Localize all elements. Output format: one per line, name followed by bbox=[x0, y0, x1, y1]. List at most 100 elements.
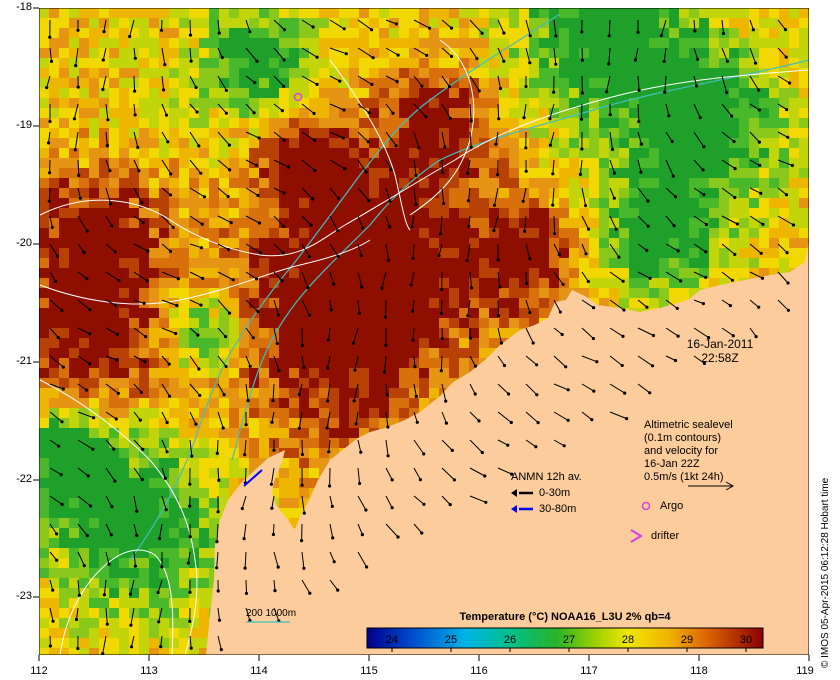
sst-cell bbox=[69, 468, 79, 478]
sst-cell bbox=[689, 88, 699, 98]
sst-cell bbox=[99, 308, 109, 318]
sst-cell bbox=[209, 428, 219, 438]
sst-cell bbox=[349, 118, 359, 128]
sst-cell bbox=[629, 208, 639, 218]
sst-cell bbox=[609, 238, 619, 248]
sst-cell bbox=[199, 478, 209, 488]
sst-cell bbox=[139, 178, 149, 188]
sst-cell bbox=[639, 158, 649, 168]
sst-cell bbox=[749, 48, 759, 58]
sst-cell bbox=[389, 358, 399, 368]
sst-cell bbox=[189, 528, 199, 538]
sst-cell bbox=[179, 288, 189, 298]
sst-cell bbox=[379, 68, 389, 78]
sst-cell bbox=[469, 218, 479, 228]
sst-cell bbox=[39, 238, 49, 248]
sst-cell bbox=[359, 318, 369, 328]
sst-cell bbox=[509, 238, 519, 248]
sst-cell bbox=[339, 28, 349, 38]
sst-cell bbox=[479, 258, 489, 268]
sst-cell bbox=[799, 118, 809, 128]
sst-cell bbox=[189, 488, 199, 498]
sst-cell bbox=[229, 378, 239, 388]
sst-cell bbox=[749, 168, 759, 178]
sst-cell bbox=[249, 98, 259, 108]
sst-cell bbox=[169, 648, 179, 655]
sst-cell bbox=[229, 38, 239, 48]
sst-cell bbox=[269, 88, 279, 98]
sst-cell bbox=[459, 188, 469, 198]
sst-cell bbox=[289, 218, 299, 228]
sst-cell bbox=[279, 178, 289, 188]
sst-cell bbox=[279, 388, 289, 398]
sst-cell bbox=[529, 88, 539, 98]
sst-cell bbox=[289, 28, 299, 38]
sst-cell bbox=[79, 308, 89, 318]
sst-cell bbox=[319, 378, 329, 388]
sst-cell bbox=[469, 178, 479, 188]
sst-cell bbox=[219, 428, 229, 438]
sst-cell bbox=[559, 128, 569, 138]
sst-cell bbox=[269, 68, 279, 78]
sst-cell bbox=[179, 488, 189, 498]
sst-cell bbox=[289, 468, 299, 478]
sst-cell bbox=[439, 268, 449, 278]
sst-cell bbox=[799, 38, 809, 48]
sst-cell bbox=[109, 138, 119, 148]
sst-cell bbox=[689, 268, 699, 278]
sst-cell bbox=[209, 338, 219, 348]
sst-cell bbox=[339, 318, 349, 328]
sst-cell bbox=[49, 88, 59, 98]
sst-cell bbox=[469, 38, 479, 48]
sst-cell bbox=[159, 388, 169, 398]
sst-cell bbox=[799, 178, 809, 188]
sst-cell bbox=[369, 188, 379, 198]
sst-cell bbox=[439, 298, 449, 308]
sst-cell bbox=[339, 208, 349, 218]
sst-cell bbox=[529, 28, 539, 38]
sst-cell bbox=[769, 228, 779, 238]
sst-cell bbox=[99, 428, 109, 438]
sst-cell bbox=[339, 248, 349, 258]
sst-cell bbox=[649, 148, 659, 158]
sst-cell bbox=[189, 498, 199, 508]
sst-cell bbox=[709, 278, 719, 288]
sst-cell bbox=[69, 28, 79, 38]
sst-cell bbox=[649, 28, 659, 38]
sst-cell bbox=[169, 208, 179, 218]
sst-cell bbox=[139, 268, 149, 278]
sst-cell bbox=[89, 358, 99, 368]
sst-cell bbox=[429, 8, 439, 18]
sst-cell bbox=[779, 28, 789, 38]
sst-cell bbox=[189, 168, 199, 178]
sst-cell bbox=[379, 408, 389, 418]
sst-cell bbox=[219, 98, 229, 108]
sst-cell bbox=[699, 38, 709, 48]
sst-cell bbox=[369, 138, 379, 148]
sst-cell bbox=[379, 158, 389, 168]
sst-cell bbox=[189, 38, 199, 48]
sst-cell bbox=[549, 198, 559, 208]
sst-cell bbox=[189, 118, 199, 128]
sst-cell bbox=[109, 288, 119, 298]
sst-cell bbox=[299, 358, 309, 368]
sst-cell bbox=[169, 558, 179, 568]
sst-cell bbox=[39, 428, 49, 438]
sst-cell bbox=[679, 228, 689, 238]
sst-cell bbox=[169, 448, 179, 458]
sst-cell bbox=[609, 178, 619, 188]
sst-cell bbox=[439, 318, 449, 328]
sst-cell bbox=[789, 128, 799, 138]
sst-cell bbox=[679, 88, 689, 98]
sst-cell bbox=[619, 138, 629, 148]
sst-cell bbox=[39, 638, 49, 648]
sst-cell bbox=[789, 78, 799, 88]
sst-cell bbox=[249, 448, 259, 458]
sst-cell bbox=[219, 408, 229, 418]
sst-cell bbox=[39, 538, 49, 548]
sst-cell bbox=[699, 278, 709, 288]
sst-cell bbox=[159, 638, 169, 648]
sst-cell bbox=[169, 358, 179, 368]
sst-cell bbox=[619, 228, 629, 238]
sst-cell bbox=[609, 28, 619, 38]
